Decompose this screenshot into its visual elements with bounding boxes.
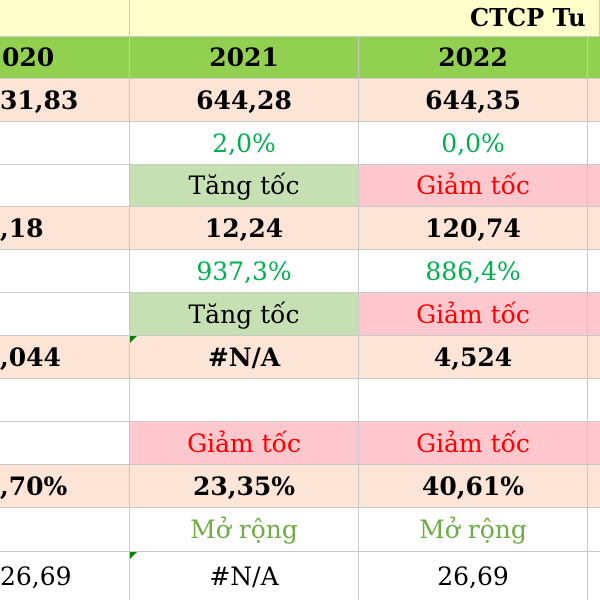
cell-r12-c1[interactable]: #N/A: [130, 552, 359, 600]
cell-r4-c2[interactable]: 120,74: [359, 207, 588, 250]
cell-r8-c2[interactable]: [359, 379, 588, 422]
cell-r11-c1[interactable]: Mở rộng: [130, 508, 359, 552]
cell-r2-c0[interactable]: [0, 122, 130, 165]
cell-r1-c2[interactable]: 644,35: [359, 79, 588, 122]
cell-r1-c0[interactable]: 31,83: [0, 79, 130, 122]
cell-r7-c0[interactable]: ,044: [0, 336, 130, 379]
cell-r6-c2[interactable]: Giảm tốc: [359, 293, 588, 336]
cell-r10-c0[interactable]: ,70%: [0, 465, 130, 508]
cell-r3-c3[interactable]: [588, 165, 600, 207]
cell-r5-c2[interactable]: 886,4%: [359, 250, 588, 293]
cell-r5-c1[interactable]: 937,3%: [130, 250, 359, 293]
cell-r2-c1[interactable]: 2,0%: [130, 122, 359, 165]
title-cell-left[interactable]: [0, 0, 130, 37]
cell-r6-c0[interactable]: [0, 293, 130, 336]
cell-r7-c1[interactable]: #N/A: [130, 336, 359, 379]
cell-r7-c1-value: #N/A: [207, 342, 281, 372]
year-header-2022[interactable]: 2022: [359, 37, 588, 79]
cell-r9-c0[interactable]: [0, 422, 130, 465]
year-header-next[interactable]: [588, 37, 600, 79]
comment-indicator: [130, 336, 137, 343]
cell-r8-c1[interactable]: [130, 379, 359, 422]
cell-r4-c1[interactable]: 12,24: [130, 207, 359, 250]
year-header-2020[interactable]: 020: [0, 37, 130, 79]
comment-indicator: [130, 552, 137, 559]
company-title[interactable]: CTCP Tu: [130, 0, 600, 37]
cell-r6-c3[interactable]: [588, 293, 600, 336]
cell-r12-c2[interactable]: 26,69: [359, 552, 588, 600]
cell-r2-c2[interactable]: 0,0%: [359, 122, 588, 165]
cell-r5-c0[interactable]: [0, 250, 130, 293]
cell-r3-c2[interactable]: Giảm tốc: [359, 165, 588, 207]
cell-r12-c1-value: #N/A: [209, 561, 279, 591]
cell-r1-c1[interactable]: 644,28: [130, 79, 359, 122]
cell-r11-c2[interactable]: Mở rộng: [359, 508, 588, 552]
cell-r8-c3[interactable]: [588, 379, 600, 422]
cell-r9-c2[interactable]: Giảm tốc: [359, 422, 588, 465]
cell-r4-c0[interactable]: ,18: [0, 207, 130, 250]
cell-r3-c1[interactable]: Tăng tốc: [130, 165, 359, 207]
cell-r11-c3[interactable]: [588, 508, 600, 552]
cell-r10-c2[interactable]: 40,61%: [359, 465, 588, 508]
cell-r12-c0[interactable]: 26,69: [0, 552, 130, 600]
cell-r10-c1[interactable]: 23,35%: [130, 465, 359, 508]
cell-r8-c0[interactable]: [0, 379, 130, 422]
cell-r7-c2[interactable]: 4,524: [359, 336, 588, 379]
cell-r9-c1[interactable]: Giảm tốc: [130, 422, 359, 465]
cell-r6-c1[interactable]: Tăng tốc: [130, 293, 359, 336]
cell-r10-c3[interactable]: [588, 465, 600, 508]
cell-r11-c0[interactable]: [0, 508, 130, 552]
cell-r9-c3[interactable]: [588, 422, 600, 465]
cell-r7-c3[interactable]: [588, 336, 600, 379]
year-header-2021[interactable]: 2021: [130, 37, 359, 79]
cell-r12-c3[interactable]: [588, 552, 600, 600]
cell-r2-c3[interactable]: [588, 122, 600, 165]
cell-r3-c0[interactable]: [0, 165, 130, 207]
cell-r4-c3[interactable]: [588, 207, 600, 250]
cell-r1-c3[interactable]: [588, 79, 600, 122]
cell-r5-c3[interactable]: [588, 250, 600, 293]
